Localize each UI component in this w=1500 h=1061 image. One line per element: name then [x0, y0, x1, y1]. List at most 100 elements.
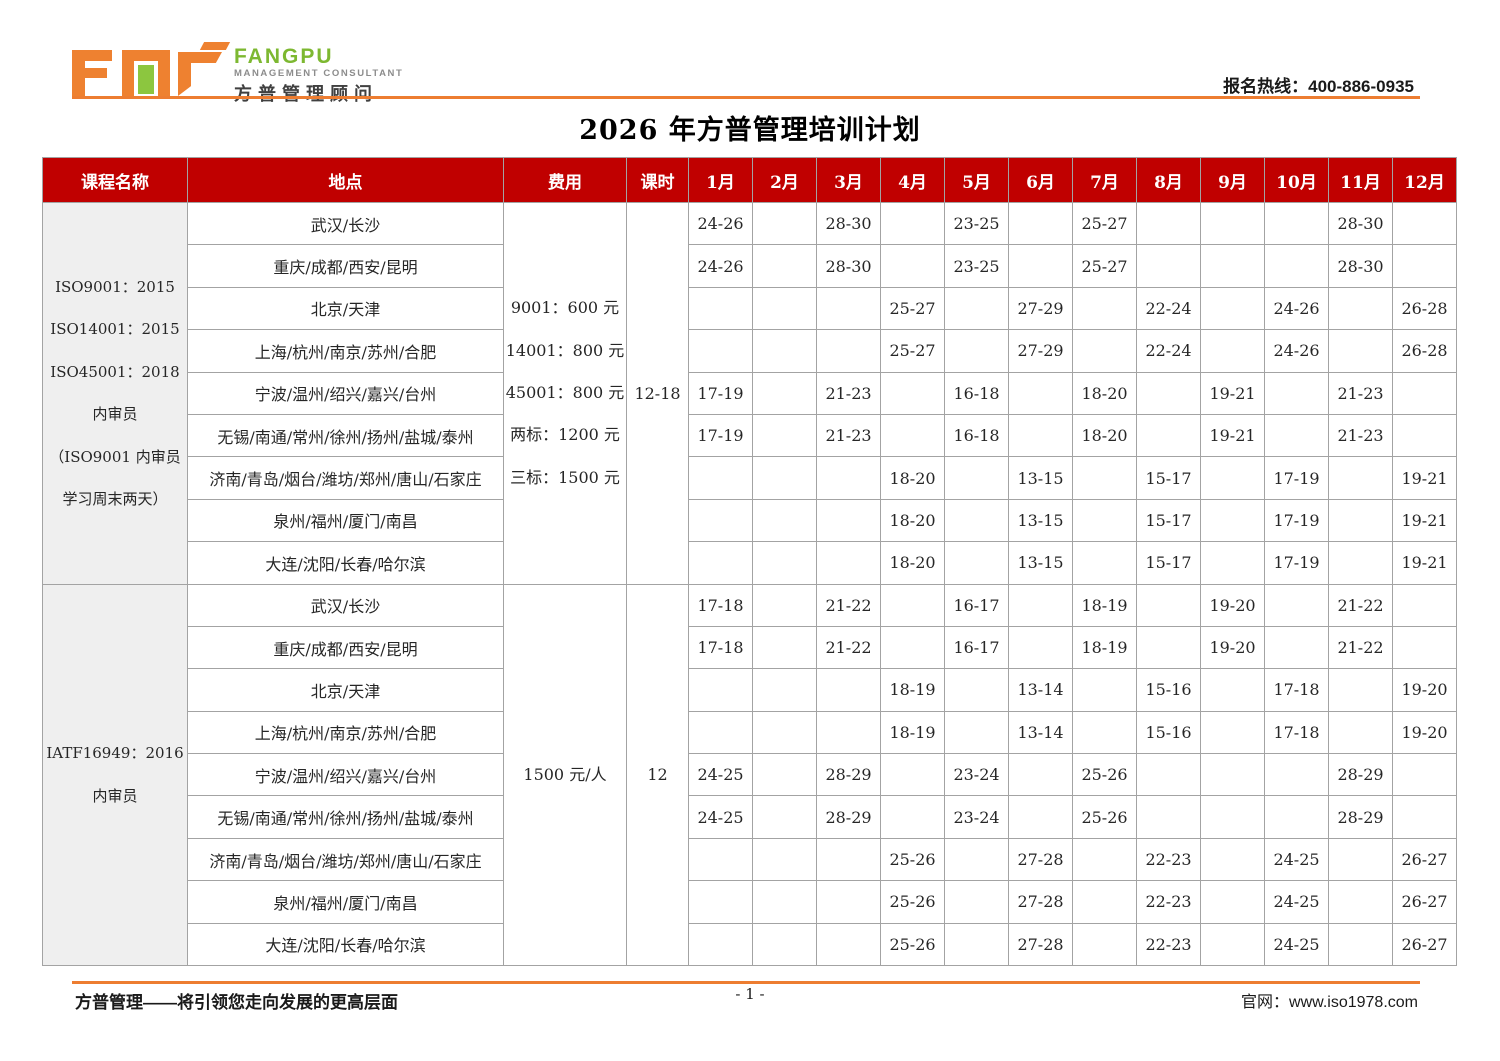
schedule-cell	[688, 710, 753, 755]
schedule-cell	[1392, 244, 1457, 288]
logo-shape	[72, 50, 112, 61]
schedule-cell	[752, 795, 817, 839]
fee-lines: 9001：600 元 14001：800 元 45001：800 元两标：1200 …	[505, 287, 626, 499]
schedule-cell: 17-18	[1264, 668, 1329, 712]
schedule-cell	[752, 413, 817, 458]
schedule-cell: 22-24	[1136, 329, 1201, 373]
table-row: 无锡/南通/常州/徐州/扬州/盐城/泰州 24-25 28-29 23-24 25-26…	[43, 795, 1457, 839]
course-cell: IATF16949：2016 内审员	[42, 583, 188, 967]
schedule-cell	[1072, 837, 1137, 882]
schedule-cell	[944, 329, 1009, 373]
schedule-cell: 21-23	[816, 413, 881, 458]
schedule-cell: 19-20	[1200, 625, 1265, 670]
schedule-cell: 28-29	[816, 753, 881, 797]
schedule-cell: 19-20	[1392, 710, 1457, 755]
schedule-cell	[752, 583, 817, 627]
brand-subtitle: MANAGEMENT CONSULTANT	[234, 68, 404, 79]
schedule-cell: 25-26	[880, 922, 945, 967]
col-header-month-3: 3月	[816, 157, 881, 203]
location-cell: 济南/青岛/烟台/潍坊/郑州/唐山/石家庄	[187, 837, 504, 882]
schedule-cell	[1072, 880, 1137, 924]
fee-line: 45001：800 元	[505, 383, 625, 403]
schedule-cell	[880, 413, 945, 458]
page-number: - 1 -	[735, 985, 765, 1003]
schedule-cell	[1392, 625, 1457, 670]
schedule-cell	[880, 753, 945, 797]
schedule-cell: 19-21	[1392, 541, 1457, 585]
schedule-cell	[880, 244, 945, 288]
schedule-cell	[688, 456, 753, 500]
col-header-month-5: 5月	[944, 157, 1009, 203]
schedule-cell: 25-26	[1072, 795, 1137, 839]
table-row: 宁波/温州/绍兴/嘉兴/台州 24-25 28-29 23-24 25-26 28-29	[43, 753, 1457, 797]
header-row: 课程名称 地点 费用 课时 1月 2月 3月 4月 5月 6月 7月 8月 9月 10月 11月 12月	[42, 157, 1457, 203]
schedule-cell: 16-17	[944, 625, 1009, 670]
schedule-cell: 19-20	[1392, 668, 1457, 712]
schedule-cell: 26-28	[1392, 329, 1457, 373]
schedule-cell: 18-20	[880, 456, 945, 500]
schedule-cell	[752, 371, 817, 415]
table-row: 北京/天津 18-19 13-14 15-16 17-18 19-20	[43, 668, 1457, 712]
schedule-cell: 26-27	[1392, 922, 1457, 967]
schedule-cell	[1392, 583, 1457, 627]
schedule-cell	[1328, 329, 1393, 373]
schedule-cell	[752, 837, 817, 882]
schedule-cell	[944, 880, 1009, 924]
location-cell: 武汉/长沙	[187, 201, 504, 246]
schedule-cell: 21-22	[1328, 583, 1393, 627]
schedule-cell	[1264, 371, 1329, 415]
table-row: 泉州/福州/厦门/南昌 18-20 13-15 15-17 17-19 19-21	[43, 498, 1457, 543]
table-row: 上海/杭州/南京/苏州/合肥 18-19 13-14 15-16 17-18 19-20	[43, 710, 1457, 755]
schedule-cell: 23-24	[944, 753, 1009, 797]
schedule-cell	[880, 371, 945, 415]
col-header-month-10: 10月	[1264, 157, 1329, 203]
page-title: 2026 年方普管理培训计划	[579, 115, 921, 146]
schedule-cell: 24-26	[688, 201, 753, 246]
schedule-cell	[816, 541, 881, 585]
schedule-cell: 24-25	[1264, 922, 1329, 967]
training-schedule-table: 课程名称 地点 费用 课时 1月 2月 3月 4月 5月 6月 7月 8月 9月 10月 11月 12月 IS…	[42, 157, 1457, 967]
schedule-cell: 25-26	[880, 837, 945, 882]
fee-line: 1500 元/人	[523, 764, 607, 784]
schedule-cell	[752, 753, 817, 797]
footer-slogan: 方普管理——将引领您走向发展的更高层面	[75, 993, 398, 1012]
fee-line: 两标：1200 元	[510, 425, 620, 445]
table-row: 泉州/福州/厦门/南昌 25-26 27-28 22-23 24-25 26-27	[43, 880, 1457, 924]
schedule-cell: 21-22	[1328, 625, 1393, 670]
table-row: 北京/天津 25-27 27-29 22-24 24-26 26-28	[43, 286, 1457, 331]
schedule-cell	[752, 456, 817, 500]
header-divider-line	[72, 96, 1420, 99]
course-line: （ISO9001 内审员	[49, 447, 181, 466]
schedule-cell	[1328, 456, 1393, 500]
schedule-cell: 24-26	[688, 244, 753, 288]
schedule-cell: 21-23	[816, 371, 881, 415]
schedule-cell	[688, 922, 753, 967]
schedule-cell: 19-20	[1200, 583, 1265, 627]
schedule-cell	[1136, 625, 1201, 670]
schedule-cell	[944, 668, 1009, 712]
schedule-cell: 19-21	[1200, 371, 1265, 415]
schedule-table-wrap: 课程名称 地点 费用 课时 1月 2月 3月 4月 5月 6月 7月 8月 9月 10月 11月 12月 IS…	[42, 157, 1457, 967]
location-cell: 无锡/南通/常州/徐州/扬州/盐城/泰州	[187, 413, 504, 458]
schedule-cell	[752, 668, 817, 712]
course-line: ISO45001：2018	[50, 362, 180, 381]
schedule-cell	[1008, 201, 1073, 246]
schedule-cell: 27-28	[1008, 880, 1073, 924]
schedule-cell	[1072, 922, 1137, 967]
schedule-cell: 21-22	[816, 583, 881, 627]
col-header-month-2: 2月	[752, 157, 817, 203]
location-cell: 北京/天津	[187, 286, 504, 331]
schedule-cell	[944, 710, 1009, 755]
schedule-cell	[1072, 286, 1137, 331]
schedule-cell: 18-19	[1072, 625, 1137, 670]
schedule-cell	[880, 201, 945, 246]
logo-green-bar	[138, 65, 154, 94]
schedule-cell	[688, 880, 753, 924]
schedule-cell	[1008, 583, 1073, 627]
schedule-cell	[752, 244, 817, 288]
col-header-hours: 课时	[626, 157, 689, 203]
schedule-cell: 23-25	[944, 201, 1009, 246]
schedule-cell: 16-18	[944, 371, 1009, 415]
schedule-cell	[752, 710, 817, 755]
